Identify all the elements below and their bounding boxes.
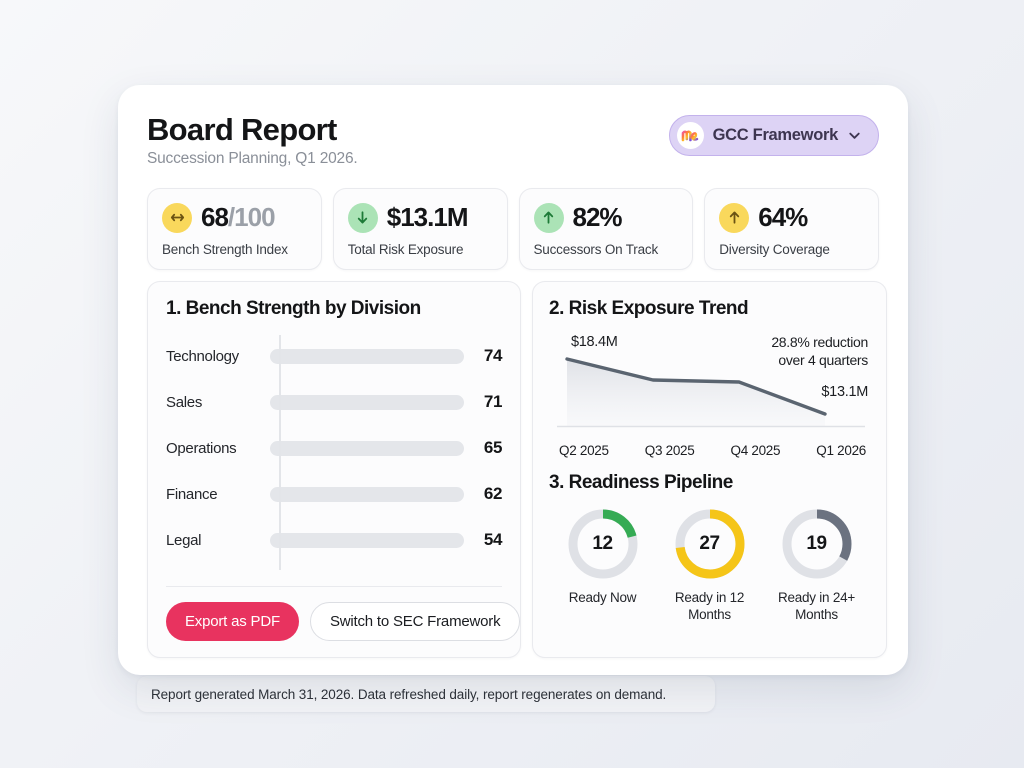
donut-value: 19: [806, 533, 827, 555]
kpi-card-diversity-coverage[interactable]: 64% Diversity Coverage: [704, 188, 879, 271]
readiness-pipeline-panel-title: 3. Readiness Pipeline: [549, 472, 733, 494]
kpi-card-total-risk-exposure[interactable]: $13.1M Total Risk Exposure: [332, 188, 508, 271]
kpi-value: 64%: [758, 202, 808, 233]
bar-value: 71: [483, 392, 503, 412]
kpi-value: $13.1M: [386, 202, 469, 233]
bar-value: 65: [483, 438, 503, 458]
me-logo-icon: [676, 122, 704, 149]
bar-track: [270, 532, 464, 548]
risk-trend-svg: [557, 357, 865, 428]
trend-annotation-line2: over 4 quarters: [778, 352, 868, 369]
page-title: Board Report: [147, 112, 337, 147]
framework-selector-button[interactable]: GCC Framework: [668, 115, 879, 156]
donut-ready-now[interactable]: 12 Ready Now: [549, 506, 656, 624]
bench-strength-chart: Technology 74 Sales 71 Operations: [166, 333, 502, 582]
bar-track: [270, 440, 464, 456]
donut-svg: [782, 509, 851, 579]
bench-strength-panel-title: 1. Bench Strength by Division: [166, 298, 421, 320]
arrow-left-right-icon: [162, 202, 192, 233]
table-row[interactable]: Operations 65: [166, 425, 502, 471]
kpi-card-successors-on-track[interactable]: 82% Successors On Track: [518, 188, 694, 271]
trend-annotation: 28.8% reduction over 4 quarters: [771, 334, 868, 370]
export-as-pdf-button[interactable]: Export as PDF: [166, 602, 299, 642]
footer-strip: Report generated March 31, 2026. Data re…: [137, 676, 715, 712]
donut-chart: 12: [565, 506, 641, 582]
panel-actions: Export as PDF Switch to SEC Framework: [166, 587, 521, 657]
bar-label: Operations: [166, 439, 237, 457]
divider: [166, 586, 502, 588]
kpi-value-suffix: /100: [227, 202, 276, 233]
donut-ready-in-12-months[interactable]: 27 Ready in 12 Months: [656, 506, 763, 624]
risk-exposure-chart: $18.4M 28.8% reduction over 4 quarters $…: [549, 326, 870, 438]
donut-value: 12: [592, 533, 613, 555]
arrow-up-icon: [533, 202, 564, 233]
donut-label: Ready Now: [568, 590, 637, 606]
trend-x-axis: Q2 2025 Q3 2025 Q4 2025 Q1 2026: [549, 438, 870, 458]
donut-label: Ready in 24+ Months: [778, 590, 855, 623]
kpi-value: 68/100: [201, 202, 276, 233]
bar-track: [270, 394, 464, 410]
bar-value: 54: [483, 530, 503, 550]
kpi-label: Total Risk Exposure: [347, 242, 464, 258]
bench-strength-panel: 1. Bench Strength by Division Technology…: [147, 281, 521, 659]
arrow-up-icon: [719, 202, 750, 233]
page-subtitle: Succession Planning, Q1 2026.: [147, 150, 358, 168]
bar-label: Sales: [166, 393, 203, 411]
kpi-row: 68/100 Bench Strength Index $13.1M Total…: [147, 188, 879, 271]
x-tick-label: Q1 2026: [816, 443, 866, 459]
readiness-donuts: 12 Ready Now 27 Ready in 12 Months: [549, 506, 870, 624]
framework-label: GCC Framework: [712, 126, 839, 144]
donut-svg: [568, 509, 637, 579]
kpi-label: Bench Strength Index: [162, 242, 288, 258]
chevron-down-icon: [847, 128, 862, 143]
chart-axis-line: [279, 335, 281, 571]
bar-track: [270, 348, 464, 364]
bar-value: 62: [483, 484, 503, 504]
bar-label: Technology: [166, 347, 239, 365]
kpi-value: 82%: [572, 202, 623, 233]
trend-start-value: $18.4M: [571, 334, 618, 351]
x-tick-label: Q2 2025: [559, 443, 609, 459]
donut-label: Ready in 12 Months: [674, 590, 745, 623]
donut-ready-in-24-plus-months[interactable]: 19 Ready in 24+ Months: [763, 506, 870, 624]
footer-text: Report generated March 31, 2026. Data re…: [151, 686, 667, 702]
bar-label: Legal: [166, 531, 202, 549]
arrow-down-icon: [347, 202, 378, 233]
bar-value: 74: [483, 346, 503, 366]
risk-exposure-panel-title: 2. Risk Exposure Trend: [549, 298, 749, 320]
header: Board Report Succession Planning, Q1 202…: [147, 113, 879, 168]
kpi-label: Diversity Coverage: [719, 242, 830, 258]
table-row[interactable]: Finance 62: [166, 471, 502, 517]
bar-label: Finance: [166, 485, 218, 503]
x-tick-label: Q4 2025: [730, 443, 781, 459]
switch-framework-button[interactable]: Switch to SEC Framework: [309, 602, 521, 642]
board-report-card: Board Report Succession Planning, Q1 202…: [118, 85, 908, 675]
donut-chart: 27: [672, 506, 748, 582]
table-row[interactable]: Legal 54: [166, 517, 502, 563]
trend-end-value: $13.1M: [821, 384, 868, 401]
bar-track: [270, 486, 464, 502]
header-titles: Board Report Succession Planning, Q1 202…: [147, 112, 358, 168]
risk-and-pipeline-panel: 2. Risk Exposure Trend $18.4M 28.8%: [532, 281, 887, 659]
donut-value: 27: [699, 533, 720, 555]
kpi-label: Successors On Track: [533, 242, 659, 258]
kpi-card-bench-strength-index[interactable]: 68/100 Bench Strength Index: [147, 188, 322, 271]
donut-svg: [675, 509, 744, 579]
table-row[interactable]: Technology 74: [166, 333, 502, 379]
x-tick-label: Q3 2025: [644, 443, 695, 459]
panels-row: 1. Bench Strength by Division Technology…: [147, 281, 887, 659]
table-row[interactable]: Sales 71: [166, 379, 502, 425]
donut-chart: 19: [779, 506, 855, 582]
trend-annotation-line1: 28.8% reduction: [771, 334, 868, 351]
